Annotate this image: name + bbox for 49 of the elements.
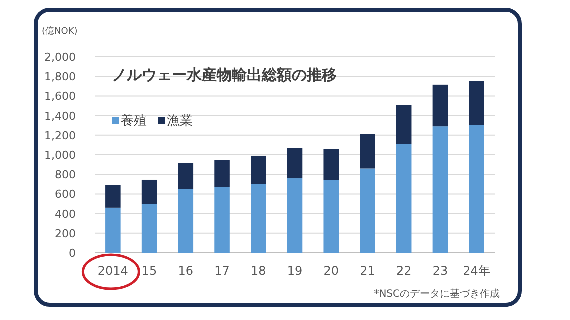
y-tick-label: 600	[55, 188, 76, 202]
y-tick-label: 2,000	[44, 51, 76, 64]
text: ノルウェー水産物輸出総額の推移	[112, 66, 337, 84]
y-tick-label: 1,400	[44, 110, 76, 123]
x-tick-label: 21	[360, 264, 376, 278]
bar	[432, 84, 448, 127]
bar	[396, 105, 412, 144]
y-tick-label: 1,800	[44, 70, 76, 84]
x-tick-label: 22	[396, 264, 412, 278]
bar	[178, 163, 194, 190]
x-tick-label: 2014	[98, 264, 128, 278]
bar	[396, 144, 412, 253]
y-tick-label: 1,200	[44, 129, 76, 142]
bar	[178, 189, 194, 253]
y-tick-label: 400	[55, 208, 76, 221]
bar	[142, 180, 158, 204]
bar	[214, 160, 230, 188]
bar	[324, 180, 339, 253]
y-axis-title: (億NOK)	[42, 26, 78, 37]
bar	[469, 125, 484, 253]
x-tick-label: 18	[250, 264, 266, 278]
legend-label: 漁業	[167, 114, 193, 129]
bar	[287, 148, 303, 179]
x-tick-label: 15	[142, 264, 158, 278]
bar	[360, 134, 376, 169]
x-tick-label: 16	[178, 264, 194, 278]
y-tick-label: 1,000	[44, 149, 76, 162]
y-tick-label: 800	[55, 168, 76, 182]
x-tick-label: 24年	[463, 264, 490, 278]
bar	[142, 204, 158, 253]
x-tick-label: 20	[324, 264, 340, 278]
x-tick-label: 17	[214, 264, 230, 278]
bar	[360, 168, 376, 253]
bar	[287, 178, 303, 253]
x-tick-label: 19	[287, 264, 303, 278]
legend-label: 養殖	[121, 114, 147, 129]
bar	[106, 185, 121, 208]
bar	[106, 208, 121, 253]
text: *NSCのデータに基づき作成	[374, 288, 500, 300]
bar	[432, 126, 448, 253]
y-tick-label: 1,600	[44, 90, 76, 104]
bar	[469, 81, 484, 126]
bar	[251, 184, 266, 253]
x-tick-label: 23	[432, 264, 448, 278]
bar	[251, 156, 266, 184]
y-tick-label: 200	[55, 227, 76, 240]
y-tick-label: 0	[69, 247, 76, 260]
bar	[214, 187, 230, 253]
bar	[324, 149, 339, 180]
